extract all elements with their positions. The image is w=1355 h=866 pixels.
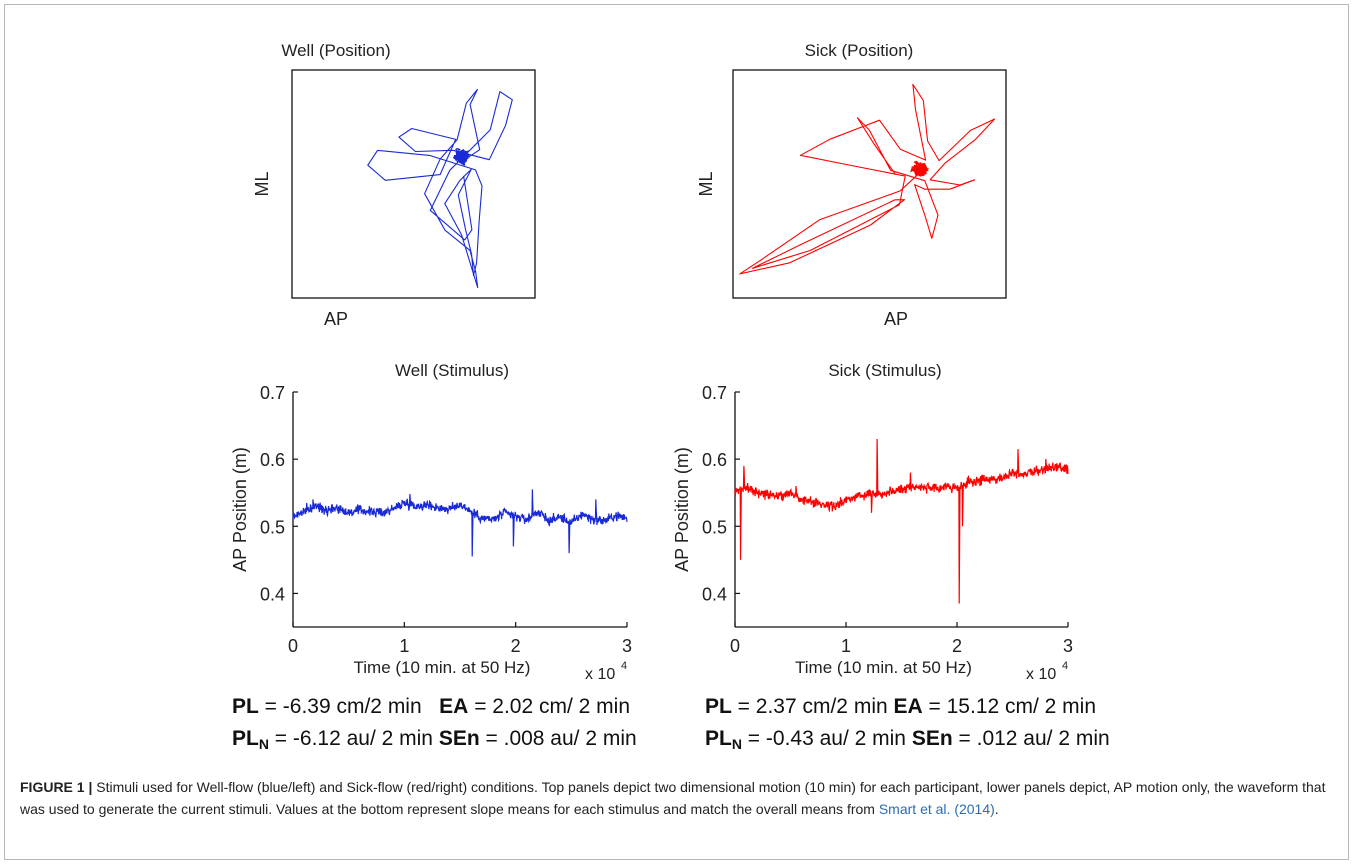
- x-tick-label: 2: [511, 636, 521, 656]
- stat-value-ea: = 15.12 cm/ 2 min: [922, 695, 1097, 718]
- y-axis-label: AP Position (m): [672, 447, 692, 572]
- stat-value-sen: = .012 au/ 2 min: [952, 727, 1110, 750]
- y-tick-label: 0.5: [260, 517, 285, 537]
- y-tick-label: 0.4: [702, 584, 727, 604]
- panel-title: Sick (Position): [805, 41, 914, 60]
- y-axis-label: ML: [696, 171, 716, 196]
- stats-left-row2: PLN = -6.12 au/ 2 min SEn = .008 au/ 2 m…: [232, 727, 637, 752]
- y-tick-label: 0.7: [260, 383, 285, 403]
- figure-caption: FIGURE 1 | Stimuli used for Well-flow (b…: [20, 776, 1335, 820]
- stat-value-ea: = 2.02 cm/ 2 min: [468, 695, 631, 718]
- x-multiplier-label: x 10: [585, 666, 615, 683]
- panel-sick-stimulus: Sick (Stimulus) 0 1 2 3 0.4 0.5 0.6 0.7 Time (10…: [672, 361, 1073, 683]
- panel-well-position: Well (Position) AP ML: [252, 41, 536, 329]
- trajectory-line: [739, 83, 996, 275]
- trajectory-trace: [367, 88, 513, 289]
- y-tick-label: 0.6: [702, 450, 727, 470]
- x-multiplier-label: x 10: [1026, 666, 1056, 683]
- stat-label-sen: SEn: [438, 727, 480, 750]
- stats-right-row1: PL = 2.37 cm/2 min EA = 15.12 cm/ 2 min: [705, 695, 1096, 719]
- stat-label-pln-sub: N: [731, 736, 742, 752]
- x-multiplier-exponent: 4: [621, 660, 627, 672]
- trajectory-line: [367, 88, 513, 289]
- x-axis-label: Time (10 min. at 50 Hz): [795, 658, 972, 677]
- x-tick-label: 3: [1063, 636, 1073, 656]
- y-tick-label: 0.5: [702, 517, 727, 537]
- y-tick-label: 0.4: [260, 584, 285, 604]
- x-axis-label: AP: [324, 309, 348, 329]
- stat-label-pln: PL: [705, 727, 732, 750]
- stat-label-pl: PL: [705, 695, 732, 718]
- x-multiplier-exponent: 4: [1062, 660, 1068, 672]
- caption-text: Stimuli used for Well-flow (blue/left) a…: [20, 779, 1326, 817]
- stat-label-sen: SEn: [911, 727, 953, 750]
- x-tick-label: 0: [730, 636, 740, 656]
- stat-label-pln-sub: N: [258, 736, 269, 752]
- stat-value-sen: = .008 au/ 2 min: [479, 727, 637, 750]
- stat-value-pln: = -6.12 au/ 2 min: [268, 727, 439, 750]
- stats-right-row2: PLN = -0.43 au/ 2 min SEn = .012 au/ 2 m…: [705, 727, 1110, 752]
- stat-label-ea: EA: [439, 695, 469, 718]
- series-line: [292, 489, 628, 557]
- stat-value-pln: = -0.43 au/ 2 min: [741, 727, 912, 750]
- stat-label-pln: PL: [232, 727, 259, 750]
- chart-sick-stimulus: 0 1 2 3 0.4 0.5 0.6 0.7 Time (10 min. at 50 Hz) A…: [672, 383, 1073, 683]
- y-axis-label: ML: [252, 171, 272, 196]
- panel-well-stimulus: Well (Stimulus) 0 1 2 3 0.4 0.5 0.6 0.7 Time (10…: [230, 361, 632, 683]
- x-axis-label: Time (10 min. at 50 Hz): [354, 658, 531, 677]
- series-line: [734, 438, 1069, 604]
- panel-title: Sick (Stimulus): [828, 361, 941, 380]
- panel-title: Well (Stimulus): [395, 361, 509, 380]
- panel-sick-position: Sick (Position) AP ML: [696, 41, 1007, 329]
- panel-title: Well (Position): [281, 41, 390, 60]
- y-tick-label: 0.6: [260, 450, 285, 470]
- trajectory-trace: [739, 83, 996, 275]
- stat-value-pl: = -6.39 cm/2 min: [258, 695, 422, 718]
- x-tick-label: 3: [622, 636, 632, 656]
- stat-label-pl: PL: [232, 695, 259, 718]
- stats-left-row1: PL = -6.39 cm/2 min EA = 2.02 cm/ 2 min: [232, 695, 630, 719]
- chart-well-stimulus: 0 1 2 3 0.4 0.5 0.6 0.7 Time (10 min. at 50 Hz) A…: [230, 383, 632, 683]
- citation-link[interactable]: Smart et al. (2014): [878, 801, 995, 817]
- stat-label-ea: EA: [893, 695, 923, 718]
- caption-end: .: [994, 801, 999, 817]
- y-tick-label: 0.7: [702, 383, 727, 403]
- y-axis-label: AP Position (m): [230, 447, 250, 572]
- x-tick-label: 2: [952, 636, 962, 656]
- x-axis-label: AP: [884, 309, 908, 329]
- x-tick-label: 1: [399, 636, 409, 656]
- figure-label: FIGURE 1 |: [20, 779, 93, 795]
- stat-value-pl: = 2.37 cm/2 min: [731, 695, 894, 718]
- x-tick-label: 1: [841, 636, 851, 656]
- figure-frame: [4, 4, 1349, 860]
- x-tick-label: 0: [288, 636, 298, 656]
- plot-area: [291, 69, 536, 299]
